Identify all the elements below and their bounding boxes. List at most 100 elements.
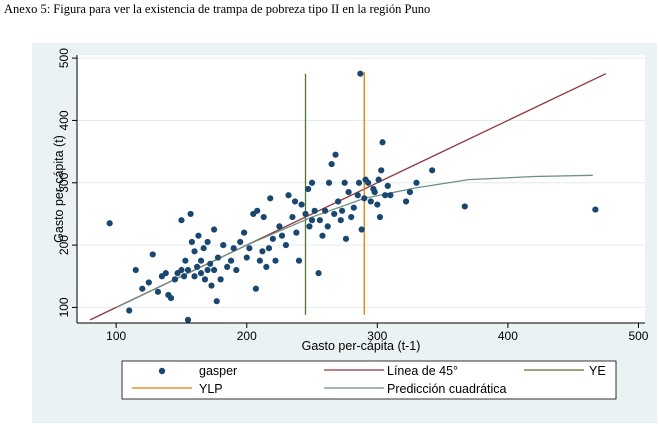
- data-point: [204, 266, 211, 274]
- data-point: [302, 210, 309, 218]
- data-point: [195, 232, 202, 239]
- data-point: [316, 217, 323, 224]
- data-point: [348, 213, 355, 221]
- data-point: [188, 238, 196, 246]
- data-point: [285, 192, 292, 199]
- x-tick-label: 500: [628, 329, 648, 343]
- data-point: [278, 232, 286, 239]
- data-point: [132, 266, 139, 274]
- axes: [72, 55, 645, 328]
- scatter-points: [106, 70, 599, 323]
- data-point: [315, 270, 322, 277]
- data-point: [214, 254, 222, 261]
- y-tick-label: 100: [57, 297, 71, 317]
- scatter-chart: 100 200 300 400 500 100 200 300 400 500 Gasto pe…: [52, 48, 649, 400]
- data-point: [224, 263, 231, 271]
- data-point: [201, 276, 209, 283]
- data-point: [162, 270, 169, 277]
- data-point: [325, 179, 333, 186]
- data-point: [461, 203, 468, 210]
- data-point: [289, 213, 296, 221]
- data-point: [311, 207, 318, 214]
- data-point: [204, 238, 211, 246]
- y-tick-label: 400: [57, 110, 71, 130]
- data-point: [246, 245, 253, 252]
- data-point: [402, 198, 410, 205]
- data-point: [200, 245, 207, 252]
- data-point: [145, 279, 152, 286]
- data-point: [154, 288, 162, 295]
- y-tick-label: 300: [57, 172, 71, 192]
- data-point: [182, 257, 189, 264]
- data-point: [308, 217, 316, 224]
- data-point: [350, 204, 357, 211]
- legend: gasper Línea de 45° YE YLP Predicción cu…: [121, 360, 617, 400]
- data-point: [342, 235, 350, 242]
- data-point: [178, 266, 185, 274]
- data-point: [365, 179, 372, 186]
- data-point: [282, 241, 290, 249]
- x-tick-labels: 100 200 300 400 500: [106, 329, 649, 343]
- data-point: [265, 245, 273, 252]
- x-tick-label: 100: [106, 329, 126, 343]
- data-point: [319, 232, 326, 239]
- data-point: [197, 270, 205, 277]
- data-point: [180, 273, 188, 280]
- data-point: [269, 235, 276, 242]
- data-point: [149, 251, 156, 258]
- data-point: [187, 210, 194, 218]
- x-tick-label: 400: [498, 329, 518, 343]
- data-point: [241, 229, 248, 236]
- data-point: [387, 192, 394, 199]
- data-point: [308, 179, 316, 186]
- x-tick-label: 200: [237, 329, 257, 343]
- data-point: [208, 282, 215, 289]
- y-tick-labels: 100 200 300 400 500: [57, 48, 71, 318]
- data-point: [338, 207, 346, 214]
- data-point: [197, 257, 205, 264]
- data-point: [252, 285, 259, 292]
- data-point: [341, 179, 348, 186]
- data-point: [357, 70, 364, 77]
- data-point: [371, 189, 378, 196]
- data-point: [293, 229, 300, 236]
- x-axis-label: Gasto per-cápita (t-1): [302, 339, 421, 353]
- data-point: [379, 139, 386, 146]
- data-point: [237, 238, 244, 246]
- data-point: [324, 223, 331, 230]
- data-point: [191, 248, 198, 255]
- data-point: [358, 226, 365, 233]
- legend-quad: Predicción cuadrática: [387, 382, 507, 396]
- data-point: [406, 189, 414, 196]
- data-point: [367, 198, 374, 205]
- x-tick-label: 300: [367, 329, 387, 343]
- chart-frame: 100 200 300 400 500 100 200 300 400 500 Gasto pe…: [32, 43, 657, 423]
- legend-ye: YE: [589, 364, 606, 378]
- data-point: [337, 217, 344, 224]
- data-point: [220, 241, 227, 249]
- data-point: [276, 223, 283, 230]
- data-point: [211, 266, 218, 274]
- data-point: [243, 254, 250, 261]
- figure-caption: Anexo 5: Figura para ver la existencia d…: [4, 2, 431, 16]
- data-point: [332, 151, 339, 158]
- data-point: [230, 245, 237, 252]
- legend-gasper-marker: [158, 367, 166, 375]
- data-point: [211, 226, 218, 233]
- data-point: [295, 257, 303, 264]
- legend-line45: Línea de 45°: [387, 364, 458, 378]
- data-point: [254, 207, 261, 214]
- data-point: [191, 273, 198, 280]
- y-tick-label: 500: [57, 48, 71, 68]
- data-point: [335, 198, 342, 205]
- data-point: [592, 206, 599, 213]
- data-point: [306, 223, 313, 230]
- data-point: [106, 220, 113, 227]
- data-point: [263, 263, 270, 271]
- data-point: [382, 192, 389, 199]
- y-tick-label: 200: [57, 235, 71, 255]
- data-point: [267, 195, 274, 202]
- legend-box: [121, 360, 617, 400]
- data-point: [429, 167, 436, 174]
- data-point: [361, 195, 368, 202]
